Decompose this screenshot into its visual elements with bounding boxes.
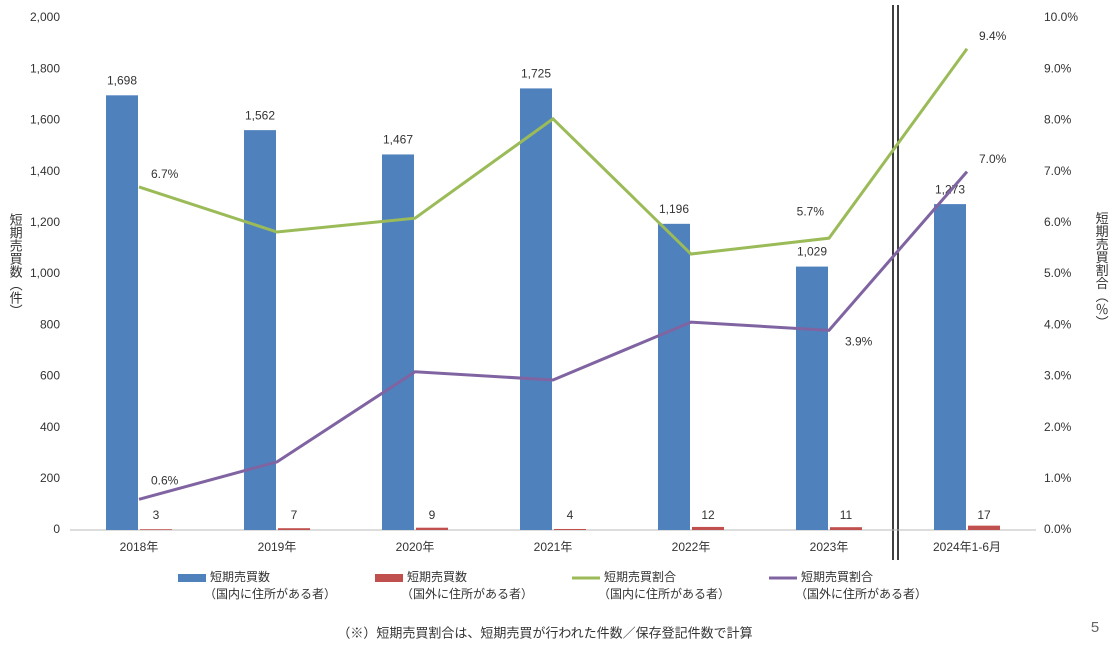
legend-swatch — [375, 574, 403, 582]
footnote: （※）短期売買割合は、短期売買が行われた件数／保存登記件数で計算 — [337, 625, 752, 640]
legend-sublabel: （国外に住所がある者） — [401, 586, 533, 601]
line-value-label: 9.4% — [979, 29, 1007, 43]
line-series — [138, 170, 969, 501]
line-series — [138, 47, 969, 256]
y-tick-label: 1,800 — [30, 61, 60, 75]
legend-sublabel: （国内に住所がある者） — [204, 586, 336, 601]
y-tick-label: 200 — [40, 471, 60, 485]
bar-value-label: 1,562 — [245, 108, 275, 122]
bar — [968, 525, 1000, 530]
x-tick-label: 2019年 — [258, 540, 297, 554]
bar — [830, 527, 862, 530]
page-number: 5 — [1091, 619, 1099, 636]
bar — [934, 204, 966, 530]
legend-swatch — [178, 574, 206, 582]
bar — [140, 529, 172, 530]
y2-tick-label: 3.0% — [1044, 369, 1072, 383]
bar — [692, 526, 724, 530]
x-tick-label: 2022年 — [672, 540, 711, 554]
bar-value-label: 1,698 — [107, 73, 137, 87]
y2-tick-label: 1.0% — [1044, 471, 1072, 485]
y-tick-label: 800 — [40, 317, 60, 331]
line-value-label: 5.7% — [797, 204, 825, 218]
legend-label: 短期売買数 — [407, 569, 467, 584]
y-tick-label: 1,200 — [30, 215, 60, 229]
bar-value-label: 9 — [429, 508, 436, 522]
line-value-label: 7.0% — [979, 152, 1007, 166]
y-tick-label: 0 — [53, 522, 60, 536]
x-tick-label: 2021年 — [534, 540, 573, 554]
x-tick-label: 2018年 — [120, 540, 159, 554]
bar — [416, 527, 448, 530]
y2-tick-label: 9.0% — [1044, 61, 1072, 75]
x-tick-label: 2024年1-6月 — [933, 540, 1001, 554]
bar-value-label: 1,196 — [659, 202, 689, 216]
bar-value-label: 3 — [153, 508, 160, 522]
line-value-label: 0.6% — [151, 473, 179, 487]
bar — [106, 95, 138, 530]
bar-value-label: 1,467 — [383, 133, 413, 147]
y-tick-label: 600 — [40, 369, 60, 383]
bar-value-label: 11 — [840, 508, 853, 522]
bar-value-label: 1,029 — [797, 245, 827, 259]
y-tick-label: 1,400 — [30, 164, 60, 178]
legend-label: 短期売買数 — [210, 569, 270, 584]
y-tick-label: 400 — [40, 420, 60, 434]
legend-label: 短期売買割合 — [801, 569, 873, 584]
y-tick-label: 2,000 — [30, 10, 60, 24]
y2-tick-label: 6.0% — [1044, 215, 1072, 229]
y-tick-label: 1,600 — [30, 113, 60, 127]
y2-tick-label: 0.0% — [1044, 522, 1072, 536]
bar — [658, 223, 690, 530]
y-axis-title: 短期売買数（件） — [8, 213, 23, 317]
bar-value-label: 1,725 — [521, 67, 551, 81]
bar-value-label: 4 — [567, 508, 574, 522]
x-tick-label: 2020年 — [396, 540, 435, 554]
y-tick-label: 1,000 — [30, 266, 60, 280]
bar — [382, 154, 414, 530]
x-tick-label: 2023年 — [810, 540, 849, 554]
legend-sublabel: （国内に住所がある者） — [598, 586, 730, 601]
y2-tick-label: 5.0% — [1044, 266, 1072, 280]
bar — [278, 528, 310, 530]
line-value-label: 6.7% — [151, 167, 179, 181]
y2-tick-label: 8.0% — [1044, 113, 1072, 127]
y2-tick-label: 10.0% — [1044, 10, 1078, 24]
bar-value-label: 17 — [977, 508, 991, 522]
bar — [796, 266, 828, 530]
legend-label: 短期売買割合 — [604, 569, 676, 584]
y2-tick-label: 4.0% — [1044, 317, 1072, 331]
bar-value-label: 7 — [291, 508, 298, 522]
line-value-label: 3.9% — [845, 334, 873, 348]
y2-tick-label: 2.0% — [1044, 420, 1072, 434]
bar-value-label: 12 — [701, 508, 715, 522]
bar — [554, 528, 586, 530]
bar — [520, 88, 552, 531]
y2-axis-title: 短期売買割合（％） — [1094, 212, 1109, 329]
legend-sublabel: （国外に住所がある者） — [795, 586, 927, 601]
y2-tick-label: 7.0% — [1044, 164, 1072, 178]
